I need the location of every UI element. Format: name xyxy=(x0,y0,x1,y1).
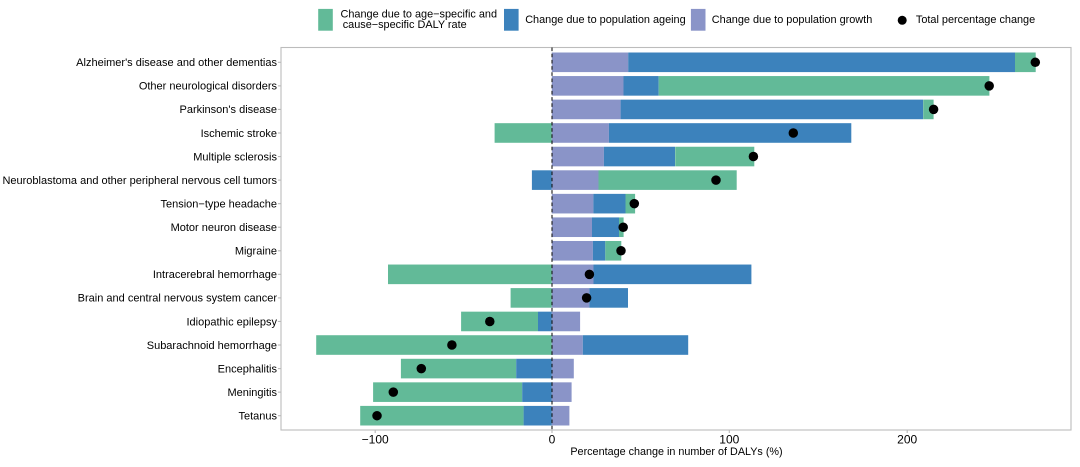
svg-text:Brain and central nervous syst: Brain and central nervous system cancer xyxy=(78,293,278,305)
svg-text:Idiopathic epilepsy: Idiopathic epilepsy xyxy=(186,316,277,328)
svg-text:Neuroblastoma and other periph: Neuroblastoma and other peripheral nervo… xyxy=(2,175,277,187)
svg-text:200: 200 xyxy=(897,432,917,446)
svg-text:Other neurological disorders: Other neurological disorders xyxy=(139,81,278,93)
svg-text:−100: −100 xyxy=(362,432,389,446)
svg-text:Tetanus: Tetanus xyxy=(238,411,277,423)
svg-text:Percentage change in number of: Percentage change in number of DALYs (%) xyxy=(570,446,782,458)
svg-text:Change due to population agein: Change due to population ageing xyxy=(525,14,685,26)
svg-text:Parkinson's disease: Parkinson's disease xyxy=(180,104,278,116)
svg-text:Meningitis: Meningitis xyxy=(227,387,277,399)
svg-text:Multiple sclerosis: Multiple sclerosis xyxy=(193,151,277,163)
svg-text:Intracerebral hemorrhage: Intracerebral hemorrhage xyxy=(153,269,277,281)
svg-text:cause−specific DALY rate: cause−specific DALY rate xyxy=(343,19,467,31)
svg-text:100: 100 xyxy=(719,432,739,446)
svg-text:Tension−type headache: Tension−type headache xyxy=(160,198,277,210)
svg-text:Encephalitis: Encephalitis xyxy=(218,363,278,375)
svg-text:Motor neuron disease: Motor neuron disease xyxy=(171,222,277,234)
svg-text:Total percentage change: Total percentage change xyxy=(916,14,1035,26)
svg-text:Migraine: Migraine xyxy=(235,246,277,258)
svg-text:Ischemic stroke: Ischemic stroke xyxy=(201,128,277,140)
svg-text:Change due to age−specific and: Change due to age−specific and xyxy=(341,9,498,21)
svg-text:0: 0 xyxy=(549,432,556,446)
svg-text:Subarachnoid hemorrhage: Subarachnoid hemorrhage xyxy=(147,340,277,352)
svg-text:Change due to population growt: Change due to population growth xyxy=(712,14,872,26)
svg-text:Alzheimer's disease and other: Alzheimer's disease and other dementias xyxy=(76,57,277,69)
